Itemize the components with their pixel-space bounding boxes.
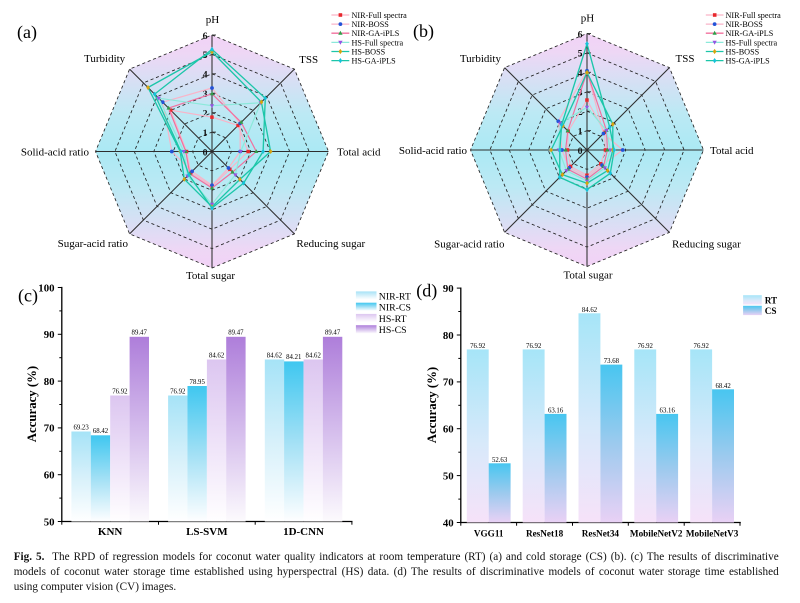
svg-text:HS-RT: HS-RT bbox=[379, 314, 407, 325]
svg-text:VGG11: VGG11 bbox=[474, 529, 504, 539]
svg-text:5: 5 bbox=[578, 49, 583, 60]
svg-text:MobileNetV3: MobileNetV3 bbox=[686, 529, 739, 539]
svg-text:3: 3 bbox=[203, 89, 208, 100]
svg-text:HS-BOSS: HS-BOSS bbox=[726, 47, 760, 56]
svg-text:2: 2 bbox=[203, 109, 208, 120]
svg-text:84.21: 84.21 bbox=[286, 354, 301, 361]
svg-text:84.62: 84.62 bbox=[267, 352, 283, 359]
svg-text:76.92: 76.92 bbox=[112, 388, 128, 395]
svg-text:NIR-GA-iPLS: NIR-GA-iPLS bbox=[726, 29, 774, 38]
svg-text:4: 4 bbox=[203, 70, 208, 81]
svg-text:KNN: KNN bbox=[98, 526, 123, 538]
svg-text:78.95: 78.95 bbox=[190, 379, 206, 386]
svg-text:Sugar-acid ratio: Sugar-acid ratio bbox=[434, 239, 505, 251]
svg-text:Sugar-acid ratio: Sugar-acid ratio bbox=[58, 238, 129, 250]
svg-text:RT: RT bbox=[765, 296, 777, 306]
svg-text:HS-CS: HS-CS bbox=[379, 325, 407, 336]
svg-text:ResNet18: ResNet18 bbox=[526, 529, 564, 539]
svg-text:84.62: 84.62 bbox=[209, 352, 225, 359]
svg-text:Total sugar: Total sugar bbox=[563, 270, 612, 282]
svg-text:(b): (b) bbox=[413, 21, 434, 42]
svg-text:89.47: 89.47 bbox=[132, 330, 148, 337]
svg-text:1: 1 bbox=[578, 126, 583, 137]
svg-text:89.47: 89.47 bbox=[228, 330, 244, 337]
svg-text:84.62: 84.62 bbox=[582, 307, 598, 314]
svg-text:84.62: 84.62 bbox=[306, 352, 322, 359]
svg-text:Total sugar: Total sugar bbox=[186, 270, 235, 282]
svg-text:MobileNetV2: MobileNetV2 bbox=[630, 529, 683, 539]
svg-text:TSS: TSS bbox=[299, 54, 318, 66]
svg-text:89.47: 89.47 bbox=[325, 330, 341, 337]
svg-text:NIR-BOSS: NIR-BOSS bbox=[726, 20, 764, 29]
svg-text:NIR-CS: NIR-CS bbox=[379, 303, 411, 314]
svg-text:NIR-GA-iPLS: NIR-GA-iPLS bbox=[352, 29, 400, 38]
svg-text:0: 0 bbox=[203, 147, 208, 158]
svg-text:50: 50 bbox=[44, 516, 55, 528]
svg-text:HS-GA-iPLS: HS-GA-iPLS bbox=[352, 57, 397, 66]
svg-text:Turbidity: Turbidity bbox=[460, 53, 502, 65]
svg-text:0: 0 bbox=[578, 146, 583, 157]
svg-text:90: 90 bbox=[44, 329, 55, 341]
svg-text:1D-CNN: 1D-CNN bbox=[283, 526, 324, 538]
svg-text:1: 1 bbox=[203, 128, 208, 139]
svg-text:HS-Full spectra: HS-Full spectra bbox=[726, 38, 778, 47]
svg-text:4: 4 bbox=[578, 68, 583, 79]
svg-text:63.16: 63.16 bbox=[548, 407, 564, 414]
svg-text:(d): (d) bbox=[416, 281, 437, 302]
svg-text:50: 50 bbox=[443, 470, 454, 482]
svg-text:HS-BOSS: HS-BOSS bbox=[352, 47, 386, 56]
svg-text:NIR-BOSS: NIR-BOSS bbox=[352, 20, 390, 29]
svg-text:52.63: 52.63 bbox=[492, 457, 508, 464]
svg-text:60: 60 bbox=[443, 424, 454, 436]
svg-text:40: 40 bbox=[443, 517, 454, 529]
svg-text:70: 70 bbox=[44, 423, 55, 435]
svg-text:60: 60 bbox=[44, 470, 55, 482]
svg-text:Reducing sugar: Reducing sugar bbox=[296, 238, 365, 250]
svg-text:LS-SVM: LS-SVM bbox=[186, 526, 228, 538]
svg-text:76.92: 76.92 bbox=[694, 343, 710, 350]
svg-text:(a): (a) bbox=[17, 22, 37, 43]
svg-text:Total acid: Total acid bbox=[710, 145, 754, 157]
svg-text:Total acid: Total acid bbox=[337, 147, 381, 159]
svg-text:69.23: 69.23 bbox=[73, 424, 89, 431]
svg-text:Solid-acid ratio: Solid-acid ratio bbox=[399, 145, 468, 157]
svg-text:HS-GA-iPLS: HS-GA-iPLS bbox=[726, 57, 771, 66]
svg-text:pH: pH bbox=[206, 14, 220, 26]
svg-text:76.92: 76.92 bbox=[170, 388, 186, 395]
svg-text:73.68: 73.68 bbox=[604, 358, 620, 365]
svg-text:CS: CS bbox=[765, 306, 777, 316]
svg-text:63.16: 63.16 bbox=[660, 407, 676, 414]
svg-text:ResNet34: ResNet34 bbox=[582, 529, 620, 539]
svg-text:80: 80 bbox=[443, 330, 454, 342]
svg-text:76.92: 76.92 bbox=[470, 343, 486, 350]
svg-text:Accuracy (%): Accuracy (%) bbox=[425, 367, 439, 443]
svg-text:Turbidity: Turbidity bbox=[84, 53, 126, 65]
svg-text:Reducing sugar: Reducing sugar bbox=[672, 239, 741, 251]
svg-text:76.92: 76.92 bbox=[638, 343, 654, 350]
svg-text:TSS: TSS bbox=[676, 53, 695, 65]
svg-text:6: 6 bbox=[578, 29, 583, 40]
svg-text:Solid-acid ratio: Solid-acid ratio bbox=[21, 147, 90, 159]
svg-text:6: 6 bbox=[203, 31, 208, 42]
svg-text:68.42: 68.42 bbox=[715, 383, 731, 390]
svg-text:NIR-RT: NIR-RT bbox=[379, 291, 411, 302]
svg-text:Accuracy (%): Accuracy (%) bbox=[25, 366, 39, 442]
svg-text:HS-Full spectra: HS-Full spectra bbox=[352, 38, 404, 47]
svg-text:70: 70 bbox=[443, 377, 454, 389]
svg-text:76.92: 76.92 bbox=[526, 343, 542, 350]
svg-text:NIR-Full spectra: NIR-Full spectra bbox=[726, 11, 782, 20]
svg-text:pH: pH bbox=[581, 13, 595, 25]
svg-text:68.42: 68.42 bbox=[93, 428, 109, 435]
svg-text:NIR-Full spectra: NIR-Full spectra bbox=[352, 11, 408, 20]
svg-text:100: 100 bbox=[38, 282, 54, 294]
svg-text:90: 90 bbox=[443, 283, 454, 295]
svg-text:80: 80 bbox=[44, 376, 55, 388]
svg-text:(c): (c) bbox=[18, 286, 38, 307]
